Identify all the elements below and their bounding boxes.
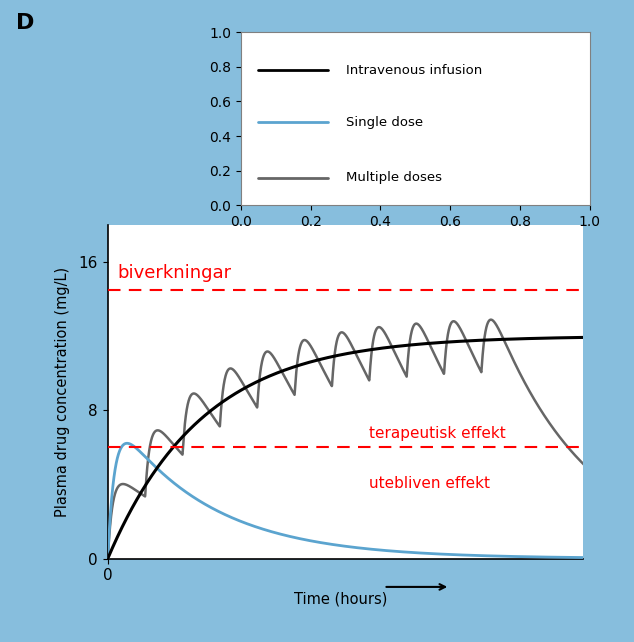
- Text: utebliven effekt: utebliven effekt: [370, 476, 490, 491]
- Text: Single dose: Single dose: [346, 116, 423, 129]
- Text: Intravenous infusion: Intravenous infusion: [346, 64, 482, 77]
- Text: terapeutisk effekt: terapeutisk effekt: [370, 426, 506, 441]
- Text: biverkningar: biverkningar: [117, 265, 231, 282]
- Text: D: D: [16, 13, 34, 33]
- Y-axis label: Plasma drug concentration (mg/L): Plasma drug concentration (mg/L): [55, 266, 70, 517]
- Text: Time (hours): Time (hours): [294, 592, 397, 607]
- Text: Multiple doses: Multiple doses: [346, 171, 441, 184]
